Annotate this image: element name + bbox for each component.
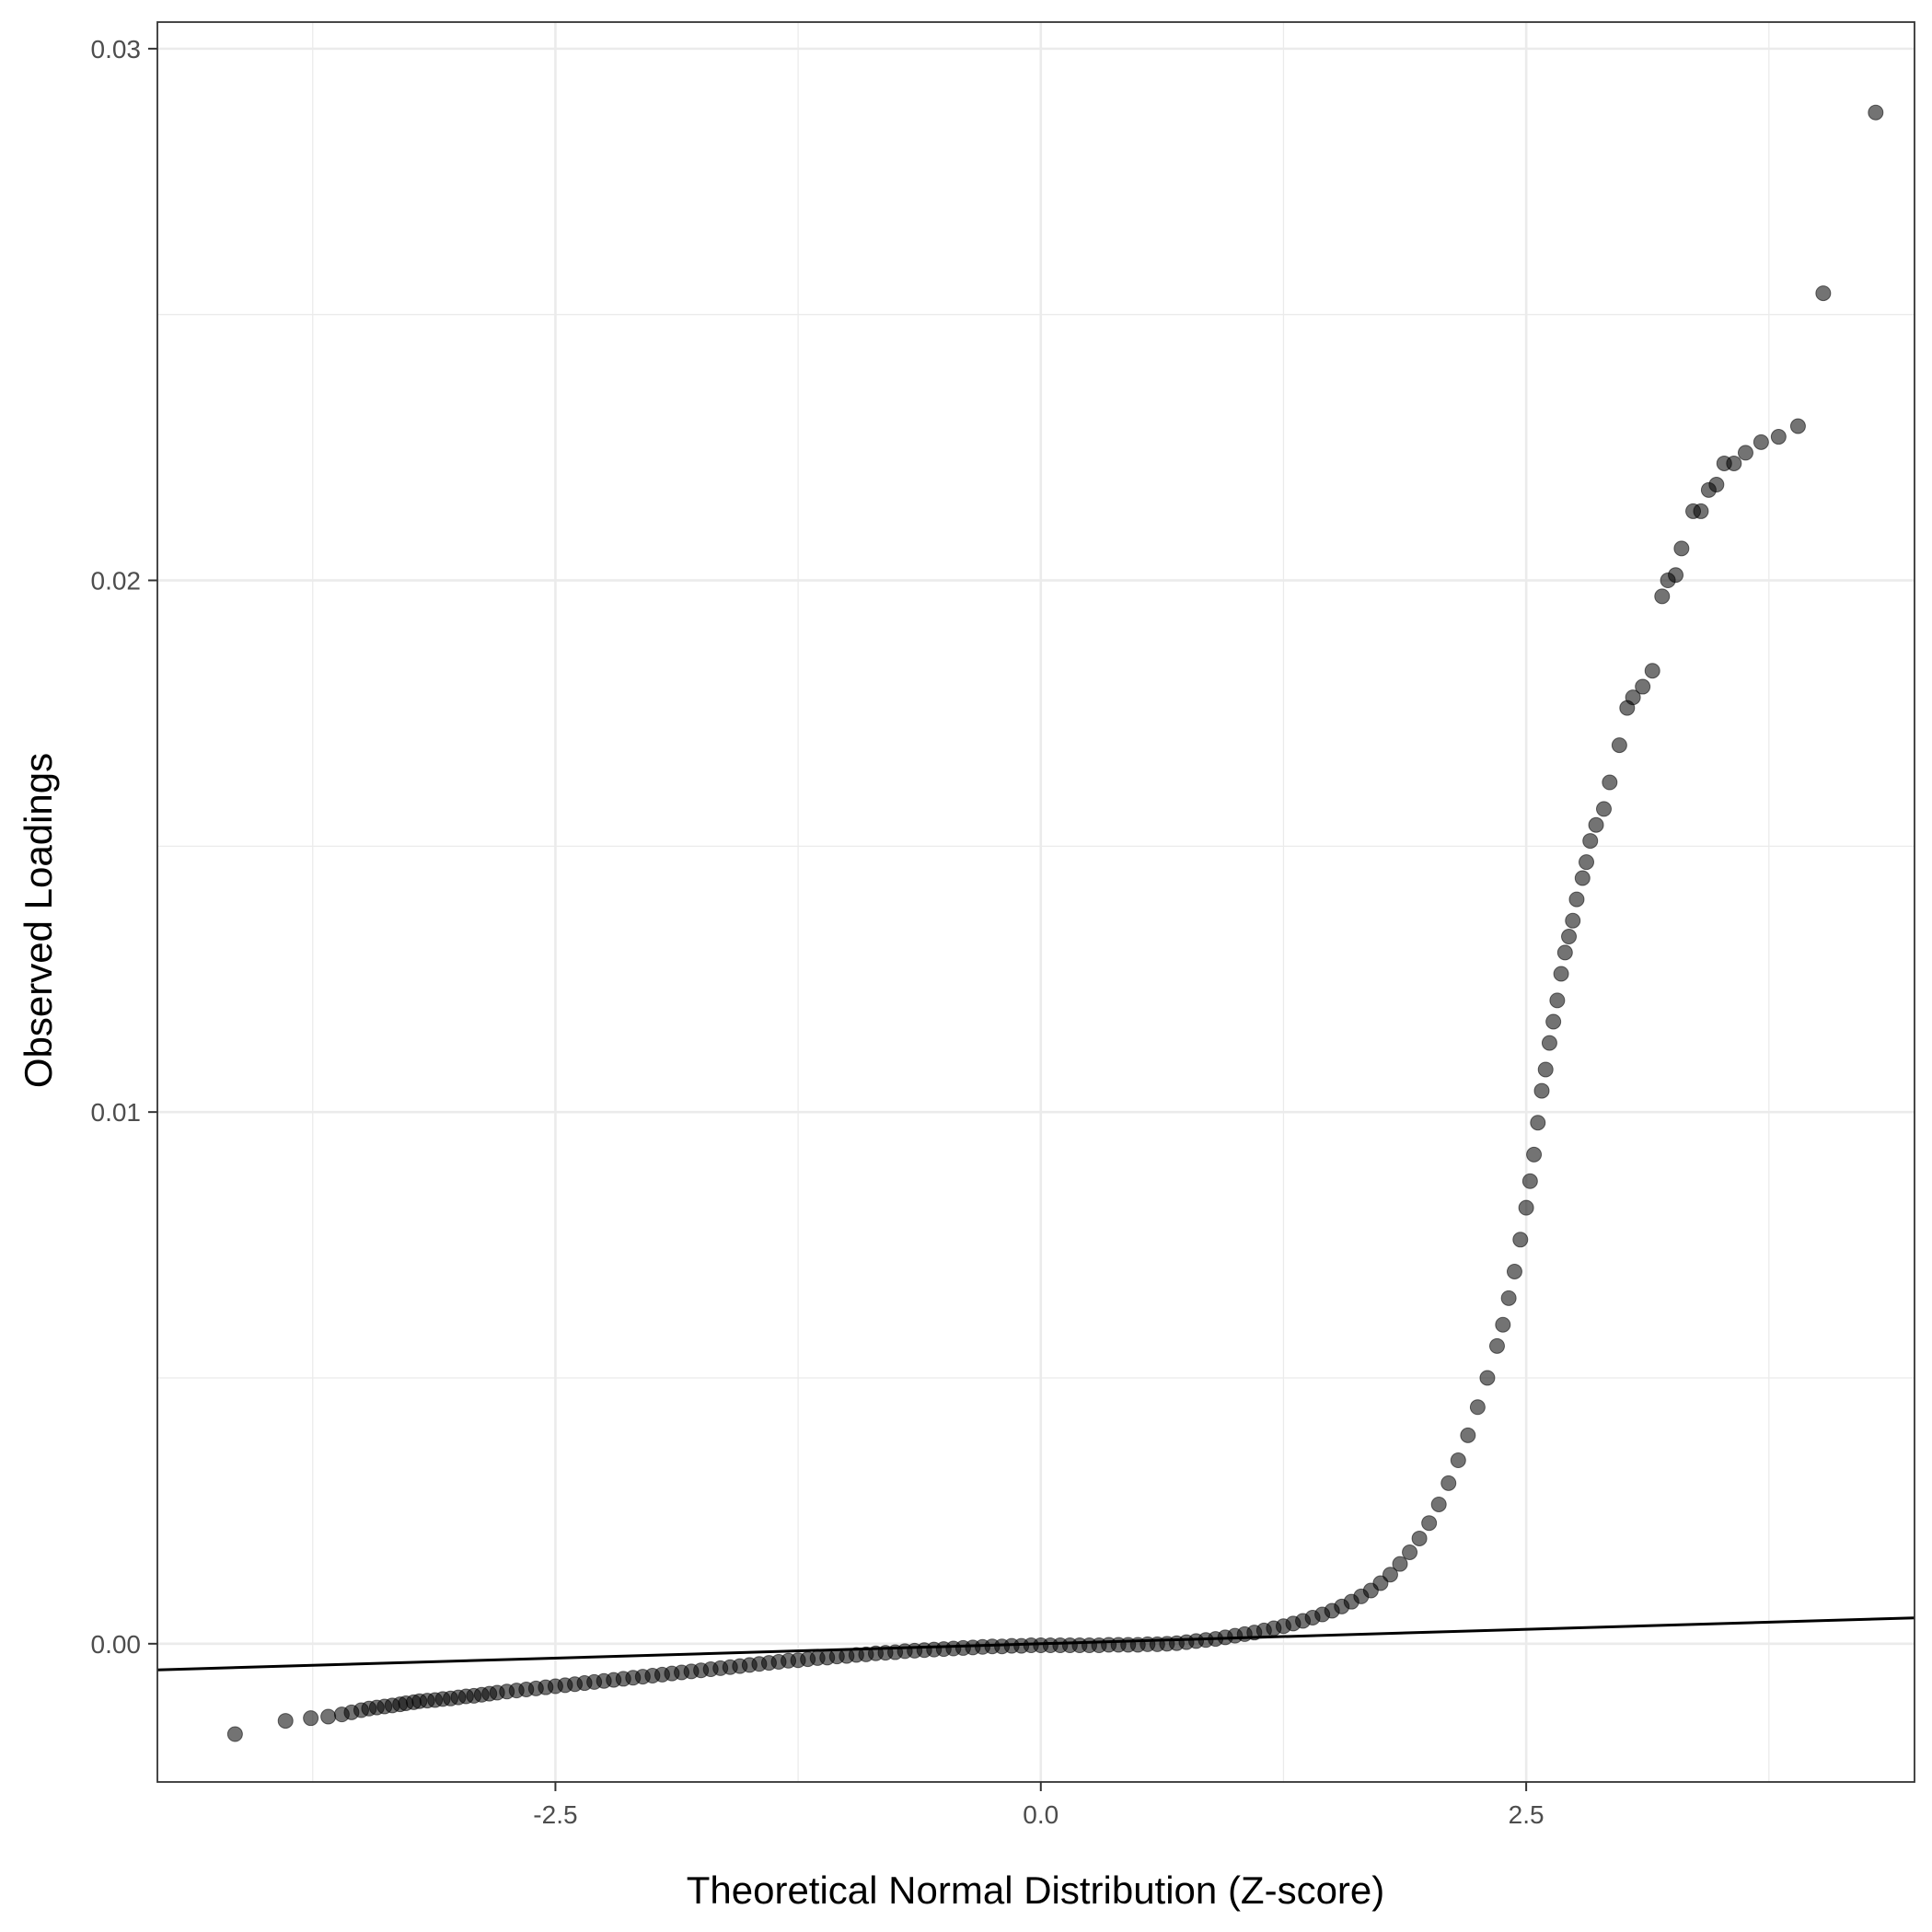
- data-point: [1518, 1199, 1534, 1216]
- data-point: [320, 1708, 337, 1725]
- data-point: [1611, 737, 1627, 754]
- panel-border: [156, 21, 1915, 1783]
- data-point: [1574, 870, 1591, 886]
- data-point: [303, 1710, 319, 1727]
- data-point: [1635, 678, 1651, 695]
- data-point: [1512, 1232, 1529, 1248]
- data-point: [1726, 455, 1742, 471]
- data-point: [1556, 944, 1573, 961]
- y-axis-ticks: 0.00 0.01 0.02 0.03: [91, 35, 157, 1659]
- data-point: [1430, 1496, 1447, 1512]
- data-point: [1753, 434, 1769, 450]
- x-axis-title: Theoretical Normal Distribution (Z-score…: [687, 1868, 1385, 1912]
- data-point: [1588, 816, 1604, 833]
- data-point: [1789, 418, 1806, 434]
- data-point: [1421, 1515, 1438, 1532]
- minor-gridlines: [157, 22, 1915, 1782]
- data-point: [1495, 1316, 1511, 1333]
- data-point: [1533, 1082, 1550, 1099]
- data-point: [1668, 567, 1684, 584]
- y-axis-title: Observed Loadings: [17, 753, 60, 1088]
- data-point: [1440, 1475, 1457, 1491]
- x-tick-label: 2.5: [1509, 1800, 1544, 1829]
- data-point: [1673, 540, 1690, 557]
- data-point: [1402, 1544, 1418, 1560]
- data-point: [1521, 1173, 1538, 1189]
- data-point: [1654, 588, 1671, 605]
- data-point: [1868, 104, 1884, 121]
- x-tick-label: 0.0: [1023, 1800, 1059, 1829]
- data-points: [226, 104, 1884, 1742]
- data-point: [1602, 774, 1618, 791]
- data-point: [1561, 929, 1578, 945]
- data-point: [1469, 1399, 1486, 1416]
- y-tick-label: 0.02: [91, 567, 142, 596]
- data-point: [1537, 1061, 1554, 1078]
- data-point: [1708, 477, 1725, 493]
- data-point: [1392, 1556, 1408, 1572]
- y-tick-label: 0.01: [91, 1098, 142, 1127]
- y-tick-label: 0.03: [91, 35, 142, 64]
- data-point: [277, 1713, 294, 1730]
- data-point: [1506, 1263, 1522, 1279]
- data-point: [1526, 1146, 1543, 1163]
- data-point: [1553, 966, 1569, 982]
- data-point: [1545, 1013, 1562, 1030]
- data-point: [1815, 285, 1832, 302]
- data-point: [1541, 1035, 1557, 1051]
- data-point: [1411, 1530, 1428, 1546]
- y-tick-label: 0.00: [91, 1630, 142, 1659]
- data-point: [1530, 1115, 1546, 1131]
- data-point: [1595, 801, 1612, 817]
- data-point: [1549, 992, 1566, 1009]
- data-point: [1488, 1337, 1505, 1354]
- data-point: [1582, 833, 1599, 850]
- data-point: [1737, 445, 1753, 461]
- data-point: [1382, 1567, 1398, 1583]
- data-point: [1479, 1370, 1496, 1386]
- data-point: [1625, 689, 1641, 706]
- data-point: [1579, 854, 1595, 871]
- data-point: [1693, 503, 1709, 519]
- data-point: [1568, 891, 1585, 908]
- data-point: [1770, 429, 1787, 445]
- data-point: [1500, 1290, 1517, 1306]
- data-point: [1644, 663, 1660, 679]
- data-point: [226, 1726, 243, 1742]
- data-point: [1460, 1427, 1476, 1443]
- data-point: [1450, 1452, 1466, 1469]
- x-axis-ticks: -2.5 0.0 2.5: [533, 1782, 1544, 1829]
- x-tick-label: -2.5: [533, 1800, 577, 1829]
- data-point: [1565, 912, 1581, 929]
